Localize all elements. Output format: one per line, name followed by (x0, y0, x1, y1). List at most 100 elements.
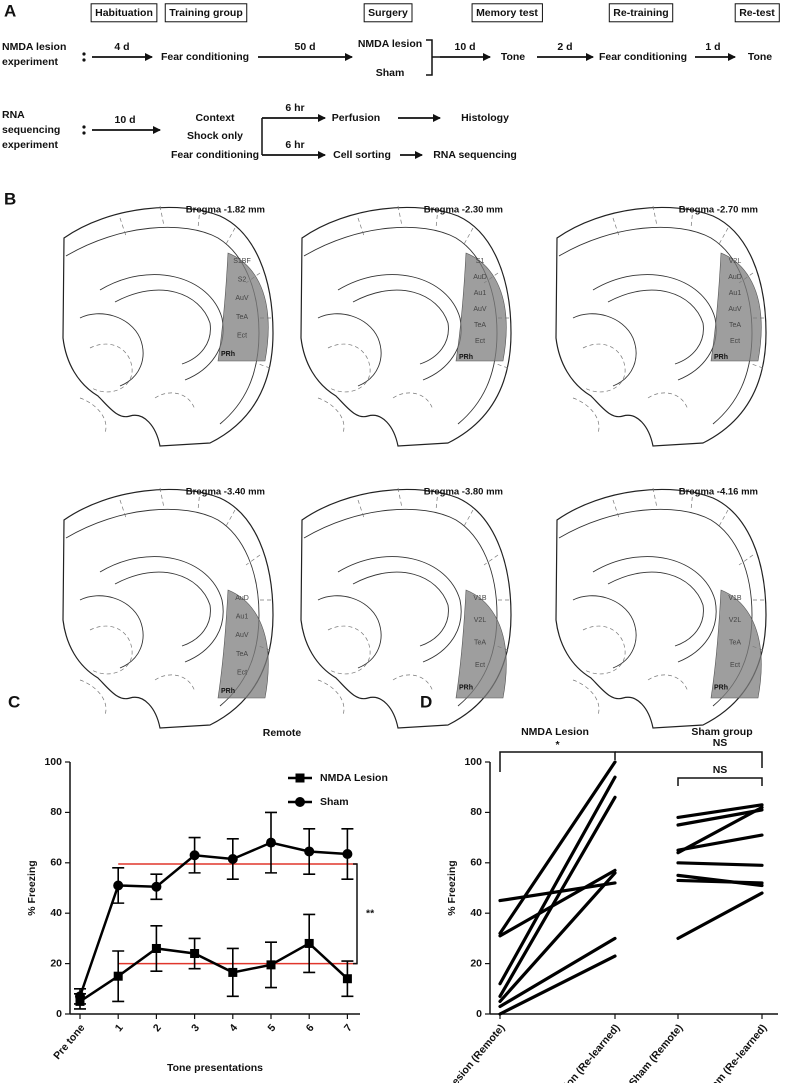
marker (190, 949, 200, 959)
region-label: S1 (476, 258, 485, 265)
annotation: NS (713, 737, 728, 749)
region-label: PRh (459, 354, 473, 361)
step: Tone (501, 51, 525, 63)
interval: 1 d (705, 41, 720, 53)
brain-section: Bregma -3.40 mm AuD Au1 AuV TeA Ect PRh (62, 487, 274, 729)
region-label: AuV (235, 295, 249, 302)
region-label: V1B (728, 595, 742, 602)
marker (266, 960, 276, 970)
y-tick-label: 20 (470, 957, 482, 969)
annotation: * (555, 739, 560, 751)
interval: 10 d (454, 41, 475, 53)
region-label: PRh (459, 684, 473, 691)
region-label: Ect (237, 333, 247, 340)
marker (189, 850, 200, 861)
bracket (426, 39, 440, 76)
series-line (676, 805, 764, 855)
region-label: S2 (238, 277, 247, 284)
region-label: AuV (473, 306, 487, 313)
y-tick-label: 80 (470, 806, 482, 818)
stage-box (608, 3, 674, 23)
region-label: Ect (475, 662, 485, 669)
series-line (676, 833, 764, 852)
hippocampus (592, 274, 717, 381)
y-tick-label: 0 (56, 1008, 62, 1020)
panel-label: C (8, 692, 20, 711)
stage-header: Memory test (476, 7, 538, 19)
interval: 4 d (114, 41, 129, 53)
series-line (78, 941, 349, 1003)
series-line (498, 795, 617, 998)
x-axis-label: Tone presentations (167, 1062, 263, 1074)
structure (572, 595, 637, 669)
region-label: Au1 (236, 614, 249, 621)
stage-header: Re-training (613, 7, 668, 19)
experiment-name: experiment (2, 56, 59, 68)
step: Perfusion (332, 112, 380, 124)
marker (227, 854, 238, 865)
legend-label: Sham (320, 796, 349, 808)
annotation: NS (713, 764, 728, 776)
step: Histology (461, 112, 509, 124)
panel-label: B (4, 189, 16, 208)
region-label: TeA (474, 640, 486, 647)
experiment-name: experiment (2, 139, 59, 151)
region-label: AuD (235, 595, 249, 602)
series-line (676, 808, 764, 827)
group: Sham (376, 67, 405, 79)
group: Fear conditioning (171, 149, 259, 161)
group: NMDA lesion (358, 38, 422, 50)
hippocampus (99, 556, 224, 663)
panel-label: D (420, 692, 432, 711)
x-tick-label: Pre tone (51, 1022, 87, 1062)
section-title: Bregma -3.80 mm (424, 487, 503, 498)
series-line (676, 891, 764, 940)
section-title: Bregma -2.30 mm (424, 205, 503, 216)
brain-section: Bregma -1.82 mm S1BF S2 AuV TeA Ect PRh (62, 205, 274, 447)
x-tick-label: 3 (189, 1022, 202, 1034)
structure (79, 595, 144, 669)
region-label: V2L (474, 617, 487, 624)
experiment-name: sequencing (2, 124, 60, 136)
marker (228, 967, 238, 977)
marker (75, 991, 85, 1002)
stage-box (363, 3, 413, 23)
x-tick-label: Lesion (Re-learned) (550, 1022, 622, 1083)
marker (151, 881, 162, 892)
step: Tone (748, 51, 772, 63)
region-label: Ect (475, 338, 485, 345)
colon-dot (82, 58, 86, 62)
section-title: Bregma -2.70 mm (679, 205, 758, 216)
region-label: AuD (473, 274, 487, 281)
interval: 6 hr (285, 139, 304, 151)
step: RNA sequencing (433, 149, 517, 161)
group: Shock only (187, 130, 243, 142)
annotation-bracket (615, 751, 763, 768)
brain-section: Bregma -2.30 mm S1 AuD Au1 AuV TeA Ect PRh (300, 205, 512, 447)
interval: 6 hr (285, 102, 304, 114)
group-title: Sham group (691, 726, 752, 738)
series-line (78, 841, 349, 998)
x-tick-label: 6 (304, 1022, 317, 1034)
structure (79, 313, 144, 387)
marker (342, 848, 353, 859)
structure (317, 595, 382, 669)
lesion-area (710, 589, 762, 699)
region-label: Au1 (474, 290, 487, 297)
stage-box (734, 3, 780, 23)
region-label: V2L (729, 617, 742, 624)
legend-marker (295, 797, 305, 807)
y-tick-label: 20 (50, 957, 62, 969)
series-line (498, 775, 617, 986)
legend-marker (295, 773, 305, 783)
region-label: AuV (235, 632, 249, 639)
group: Context (195, 112, 235, 124)
series-line (676, 861, 764, 867)
marker (266, 837, 276, 848)
step: Fear conditioning (161, 51, 249, 63)
series-line (498, 871, 617, 1003)
stage-box (90, 3, 158, 23)
region-label: V2L (729, 258, 742, 265)
region-label: PRh (221, 351, 235, 358)
